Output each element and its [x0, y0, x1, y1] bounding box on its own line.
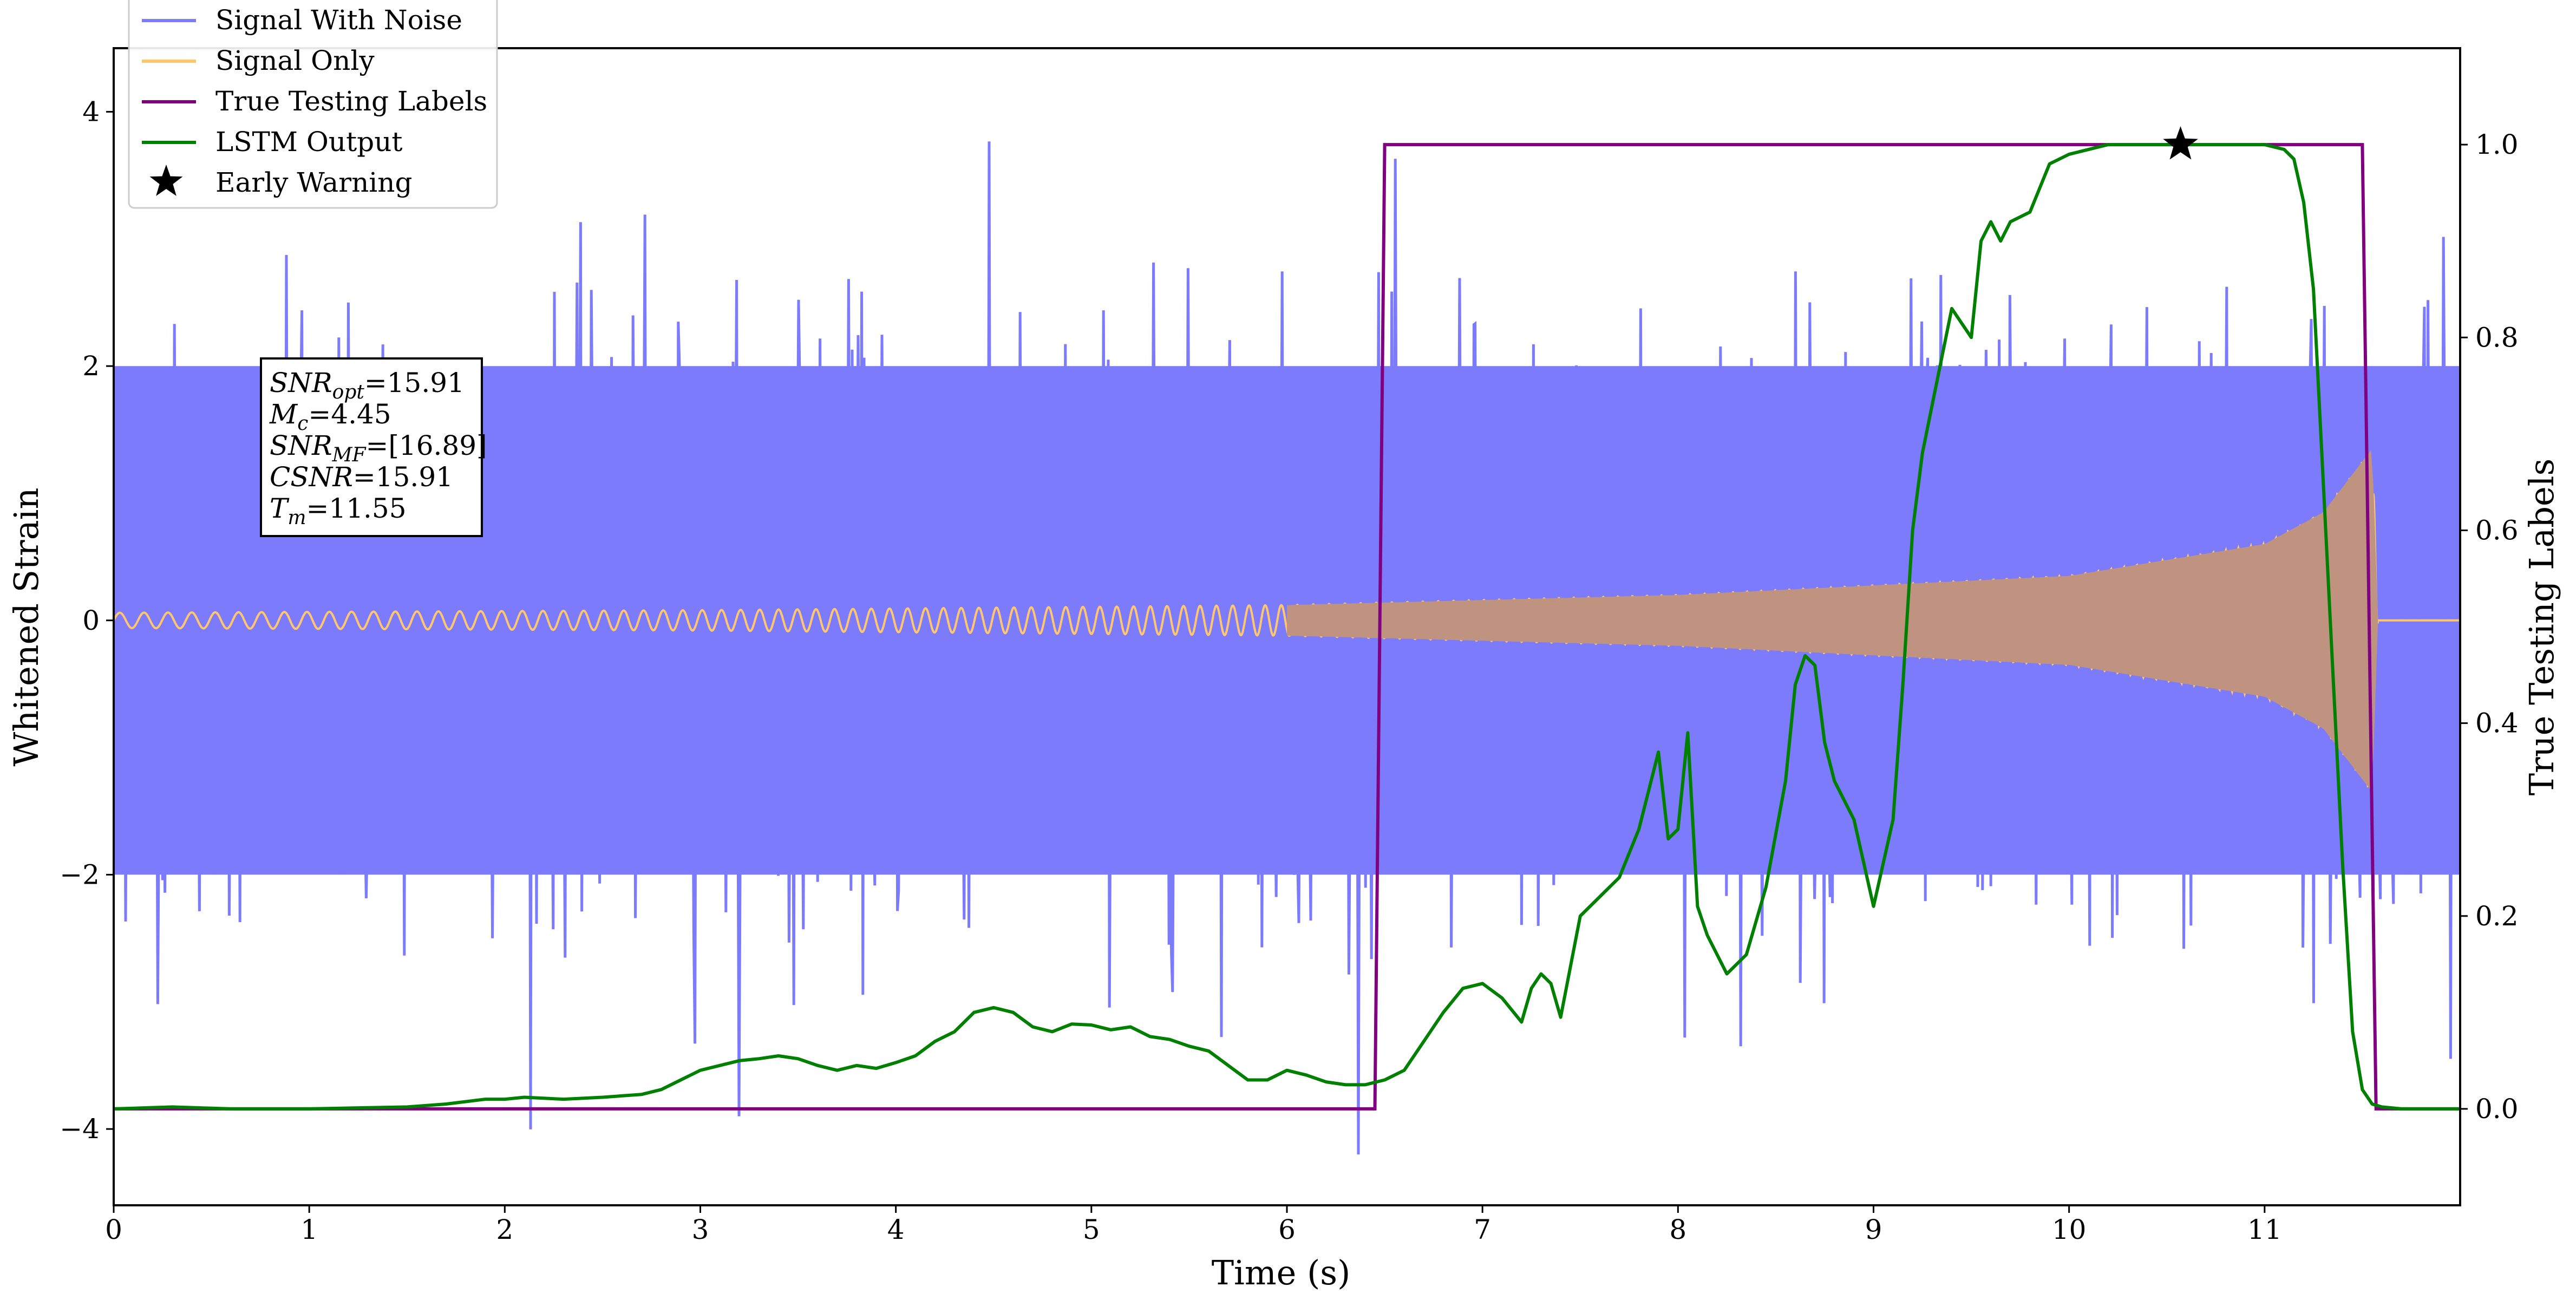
y-right-tick-label: 1.0: [2475, 129, 2519, 160]
annotation-var: CSNR: [270, 461, 353, 493]
x-tick-label: 9: [1865, 1214, 1882, 1245]
legend-items: Signal With Noise Signal Only True Testing…: [142, 4, 487, 198]
y-left-axis-title: Whitened Strain: [6, 488, 46, 767]
legend-marker-star: [149, 165, 183, 196]
early-warning-star: [2163, 126, 2198, 160]
legend-label: True Testing Labels: [215, 86, 487, 117]
x-tick-label: 7: [1474, 1214, 1491, 1245]
early-warning-layer: [2163, 126, 2198, 160]
annotation-line: Mc=4.45: [269, 399, 391, 435]
annotation-value: =15.91: [364, 367, 465, 399]
x-tick-label: 5: [1083, 1214, 1100, 1245]
series-signal-with-noise: [114, 141, 2460, 1155]
legend-label: Early Warning: [215, 167, 413, 198]
y-right-axis-title: True Testing Labels: [2522, 459, 2561, 796]
y-right-axis-ticks: 0.0 0.2 0.4 0.6 0.8 1.0: [2460, 129, 2519, 1125]
x-tick-label: 2: [496, 1214, 513, 1245]
series-lstm-output: [114, 143, 2460, 1111]
annotation-value: =11.55: [306, 493, 407, 524]
x-tick-label: 8: [1669, 1214, 1686, 1245]
annotation-line: SNRopt=15.91: [270, 367, 465, 403]
annotation-box: SNRopt=15.91Mc=4.45SNRMF=[16.89]CSNR=15.…: [260, 357, 487, 537]
y-left-tick-label: 2: [82, 350, 100, 382]
y-left-tick-label: 4: [82, 96, 100, 127]
legend-frame: [128, 0, 498, 209]
y-right-tick-label: 0.2: [2475, 900, 2519, 932]
y-left-tick-label: −2: [60, 859, 100, 890]
lstm-layer: [114, 143, 2460, 1111]
annotation-subscript: opt: [332, 381, 365, 403]
x-tick-label: 0: [105, 1214, 122, 1245]
annotation-var: T: [270, 493, 290, 524]
annotation-line: SNRMF=[16.89]: [270, 430, 487, 466]
x-tick-label: 10: [2052, 1214, 2087, 1245]
legend-label: Signal With Noise: [215, 4, 462, 36]
y-left-tick-label: −4: [60, 1113, 100, 1145]
x-tick-label: 6: [1278, 1214, 1296, 1245]
annotation-lines: SNRopt=15.91Mc=4.45SNRMF=[16.89]CSNR=15.…: [269, 367, 487, 529]
legend-label: LSTM Output: [215, 126, 402, 158]
y-right-tick-label: 0.0: [2475, 1093, 2519, 1125]
legend: Signal With Noise Signal Only True Testing…: [128, 0, 498, 209]
annotation-var: M: [269, 399, 298, 430]
annotation-frame: [260, 357, 483, 537]
annotation-value: =[16.89]: [366, 430, 487, 461]
y-left-axis-ticks: −4 −2 0 2 4: [60, 96, 114, 1145]
annotation-var: SNR: [270, 430, 332, 461]
y-right-tick-label: 0.6: [2475, 514, 2519, 546]
x-tick-label: 11: [2247, 1214, 2282, 1245]
annotation-value: =15.91: [353, 461, 453, 493]
annotation-subscript: MF: [332, 444, 367, 466]
signal-only-layer: [114, 450, 2460, 791]
annotation-line: Tm=11.55: [270, 493, 407, 529]
annotation-subscript: c: [297, 413, 308, 435]
signal-only-fill: [1287, 450, 2378, 791]
legend-label: Signal Only: [215, 45, 375, 76]
annotation-value: =4.45: [308, 399, 391, 430]
annotation-line: CSNR=15.91: [270, 461, 453, 493]
annotation-var: SNR: [270, 367, 332, 399]
annotation-subscript: m: [287, 507, 306, 529]
y-right-tick-label: 0.8: [2475, 322, 2519, 353]
x-tick-label: 4: [887, 1214, 905, 1245]
x-axis-title: Time (s): [1212, 1253, 1351, 1292]
x-axis-ticks: 0 1 2 3 4 5 6 7 8 9 10 11: [105, 1205, 2282, 1245]
x-tick-label: 1: [300, 1214, 318, 1245]
x-tick-label: 3: [692, 1214, 709, 1245]
y-right-tick-label: 0.4: [2475, 708, 2519, 739]
y-left-tick-label: 0: [82, 605, 100, 636]
